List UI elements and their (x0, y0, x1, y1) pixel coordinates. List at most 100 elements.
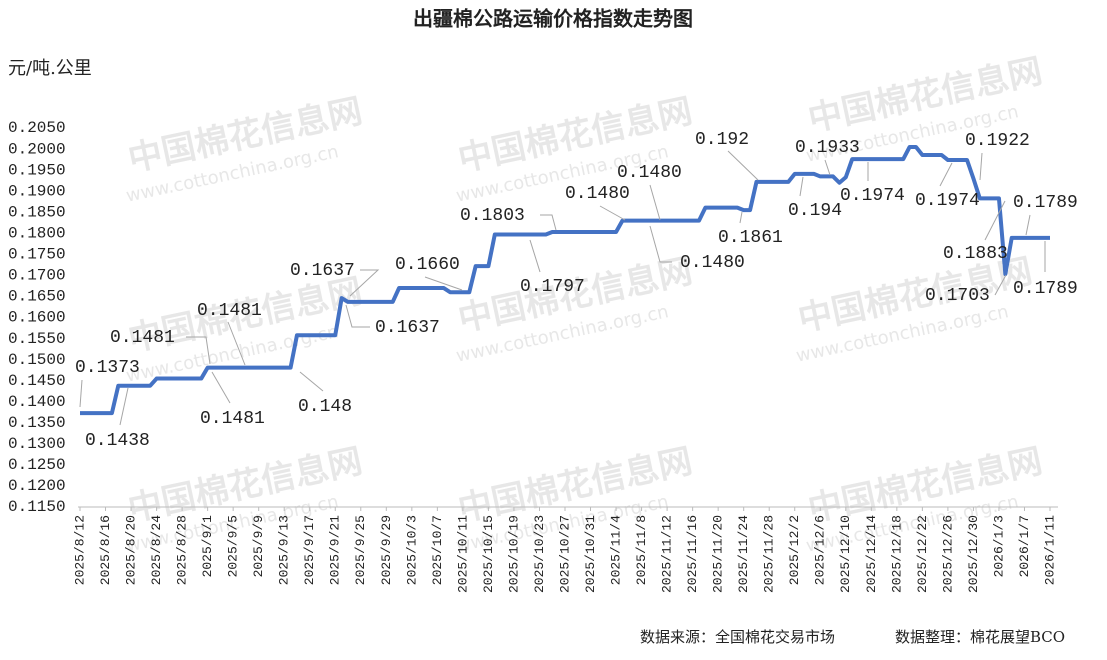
x-tick-label: 2025/10/23 (532, 515, 547, 593)
x-tick-label: 2025/12/30 (966, 515, 981, 593)
annotation: 0.1789 (1013, 193, 1078, 213)
leader-line (984, 200, 1006, 241)
y-tick-label: 0.1500 (8, 351, 66, 369)
y-tick-label: 0.1200 (8, 477, 66, 495)
y-tick-label: 0.1150 (8, 498, 66, 516)
leader-line (649, 225, 672, 263)
x-tick-label: 2025/9/21 (328, 515, 343, 585)
annotation: 0.1480 (565, 184, 630, 204)
y-tick-label: 0.1900 (8, 182, 66, 200)
x-tick-label: 2025/12/10 (838, 515, 853, 593)
x-tick-label: 2025/10/19 (506, 515, 521, 593)
x-tick-label: 2025/12/6 (813, 515, 828, 585)
x-tick-label: 2025/10/27 (557, 515, 572, 593)
y-tick-label: 0.1450 (8, 372, 66, 390)
leader-line (599, 205, 626, 221)
leader-line (211, 371, 231, 404)
x-tick-label: 2025/9/17 (302, 515, 317, 585)
x-tick-label: 2025/10/15 (481, 515, 496, 593)
x-tick-label: 2025/11/16 (685, 515, 700, 593)
leader-line (979, 152, 983, 181)
x-tick-label: 2025/11/12 (660, 515, 675, 593)
annotation: 0.1480 (680, 253, 745, 273)
leader-line (1025, 214, 1031, 236)
leader-line (994, 274, 1007, 296)
leader-line (739, 211, 743, 224)
y-tick-label: 0.1300 (8, 435, 66, 453)
y-tick-label: 0.1800 (8, 224, 66, 242)
x-tick-label: 2025/12/26 (940, 515, 955, 593)
x-tick-label: 2025/8/16 (98, 515, 113, 585)
leader-line (540, 214, 557, 231)
leader-line (649, 184, 661, 221)
x-tick-label: 2025/9/1 (200, 515, 215, 578)
x-tick-label: 2025/8/12 (72, 515, 87, 585)
annotation: 0.1703 (925, 286, 990, 306)
annotation: 0.1480 (617, 163, 682, 183)
annotation: 0.148 (298, 397, 352, 417)
annotation: 0.1861 (718, 228, 783, 248)
source: 数据来源：全国棉花交易市场 (640, 628, 835, 646)
leader-line (349, 269, 380, 297)
annotation: 0.1637 (290, 261, 355, 281)
annotation: 0.1803 (460, 206, 525, 226)
y-tick-label: 0.1400 (8, 393, 66, 411)
x-tick-label: 2026/1/7 (1017, 515, 1032, 577)
x-tick-label: 2025/8/28 (175, 515, 190, 585)
chart-title: 出疆棉公路运输价格指数走势图 (413, 7, 693, 31)
annotation: 0.1481 (200, 409, 265, 429)
annotation: 0.1481 (197, 301, 262, 321)
y-tick-label: 0.1600 (8, 309, 66, 327)
x-tick-label: 2025/9/9 (251, 515, 266, 577)
x-tick-label: 2025/10/11 (455, 515, 470, 593)
x-tick-label: 2025/11/20 (711, 515, 726, 593)
annotation: 0.1974 (915, 191, 980, 211)
annotation: 0.1797 (520, 277, 585, 297)
y-tick-label: 0.1850 (8, 203, 66, 221)
annotation: 0.192 (695, 130, 749, 150)
annotation: 0.1883 (943, 244, 1008, 264)
leader-line (939, 162, 953, 187)
x-tick-label: 2025/8/20 (123, 515, 138, 585)
y-tick-label: 0.1550 (8, 330, 66, 348)
x-tick-label: 2026/1/11 (1042, 515, 1057, 585)
x-tick-label: 2025/12/18 (889, 515, 904, 593)
y-tick-label: 0.1700 (8, 267, 66, 285)
leader-line (529, 239, 541, 273)
leader-line (186, 336, 211, 365)
x-tick-label: 2025/10/3 (404, 515, 419, 585)
leader-line (227, 321, 246, 366)
leader-line (119, 387, 129, 426)
y-tick-label: 0.1950 (8, 161, 66, 179)
leader-line (79, 379, 83, 408)
x-tick-label: 2025/11/4 (608, 515, 623, 585)
annotation: 0.194 (788, 201, 842, 221)
x-tick-label: 2025/9/13 (277, 515, 292, 585)
y-tick-label: 0.1650 (8, 288, 66, 306)
annotation: 0.1974 (840, 186, 905, 206)
annotation: 0.1933 (795, 138, 860, 158)
annotation: 0.1438 (85, 431, 150, 451)
annotation: 0.1373 (75, 358, 140, 378)
x-tick-label: 2025/11/24 (736, 515, 751, 593)
y-tick-label: 0.1250 (8, 456, 66, 474)
leader-line (799, 176, 804, 197)
leader-line (727, 150, 759, 181)
x-tick-label: 2026/1/3 (991, 515, 1006, 577)
x-tick-label: 2025/11/28 (762, 515, 777, 593)
annotation: 0.1481 (110, 328, 175, 348)
y-tick-label: 0.1350 (8, 414, 66, 432)
line (80, 144, 1050, 416)
note: 数据整理：棉花展望BCO (895, 628, 1065, 646)
y-tick-label: 0.2000 (8, 140, 66, 158)
x-tick-label: 2025/9/29 (379, 515, 394, 585)
x-tick-label: 2025/8/24 (149, 515, 164, 585)
x-tick-label: 2025/10/7 (430, 515, 445, 585)
leader-line (345, 304, 370, 328)
leader-line (299, 371, 324, 392)
x-tick-label: 2025/12/2 (787, 515, 802, 585)
x-tick-label: 2025/12/14 (864, 515, 879, 593)
annotation: 0.1922 (965, 131, 1030, 151)
y-tick-label: 0.1750 (8, 246, 66, 264)
